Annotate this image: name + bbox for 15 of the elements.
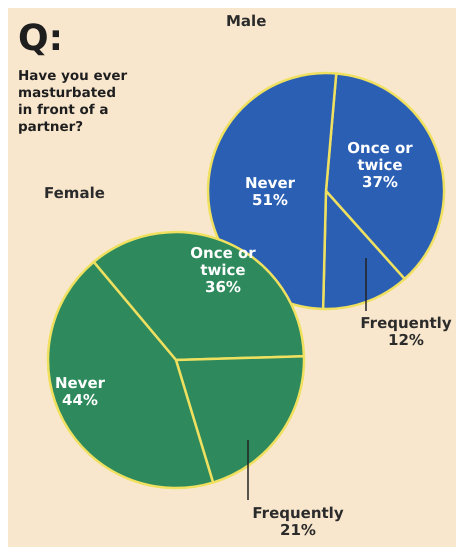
slice-label: Frequently	[252, 504, 344, 522]
data-label: 36%	[205, 278, 241, 296]
slice-label: Frequently	[360, 314, 452, 332]
text: Have you ever masturbated in front of a partner?	[18, 68, 128, 135]
data-label: 21%	[280, 521, 316, 539]
slice-label: Never	[244, 174, 296, 192]
text: Q:	[18, 18, 63, 59]
data-label: 37%	[362, 173, 398, 191]
slice-label: Never	[54, 374, 106, 392]
chart-title: Female	[44, 184, 105, 202]
chart-title: Male	[226, 12, 266, 30]
data-label: 51%	[252, 191, 288, 209]
slice-label: Once or twice	[347, 139, 414, 174]
data-label: 44%	[62, 391, 98, 409]
data-label: 12%	[388, 331, 424, 349]
